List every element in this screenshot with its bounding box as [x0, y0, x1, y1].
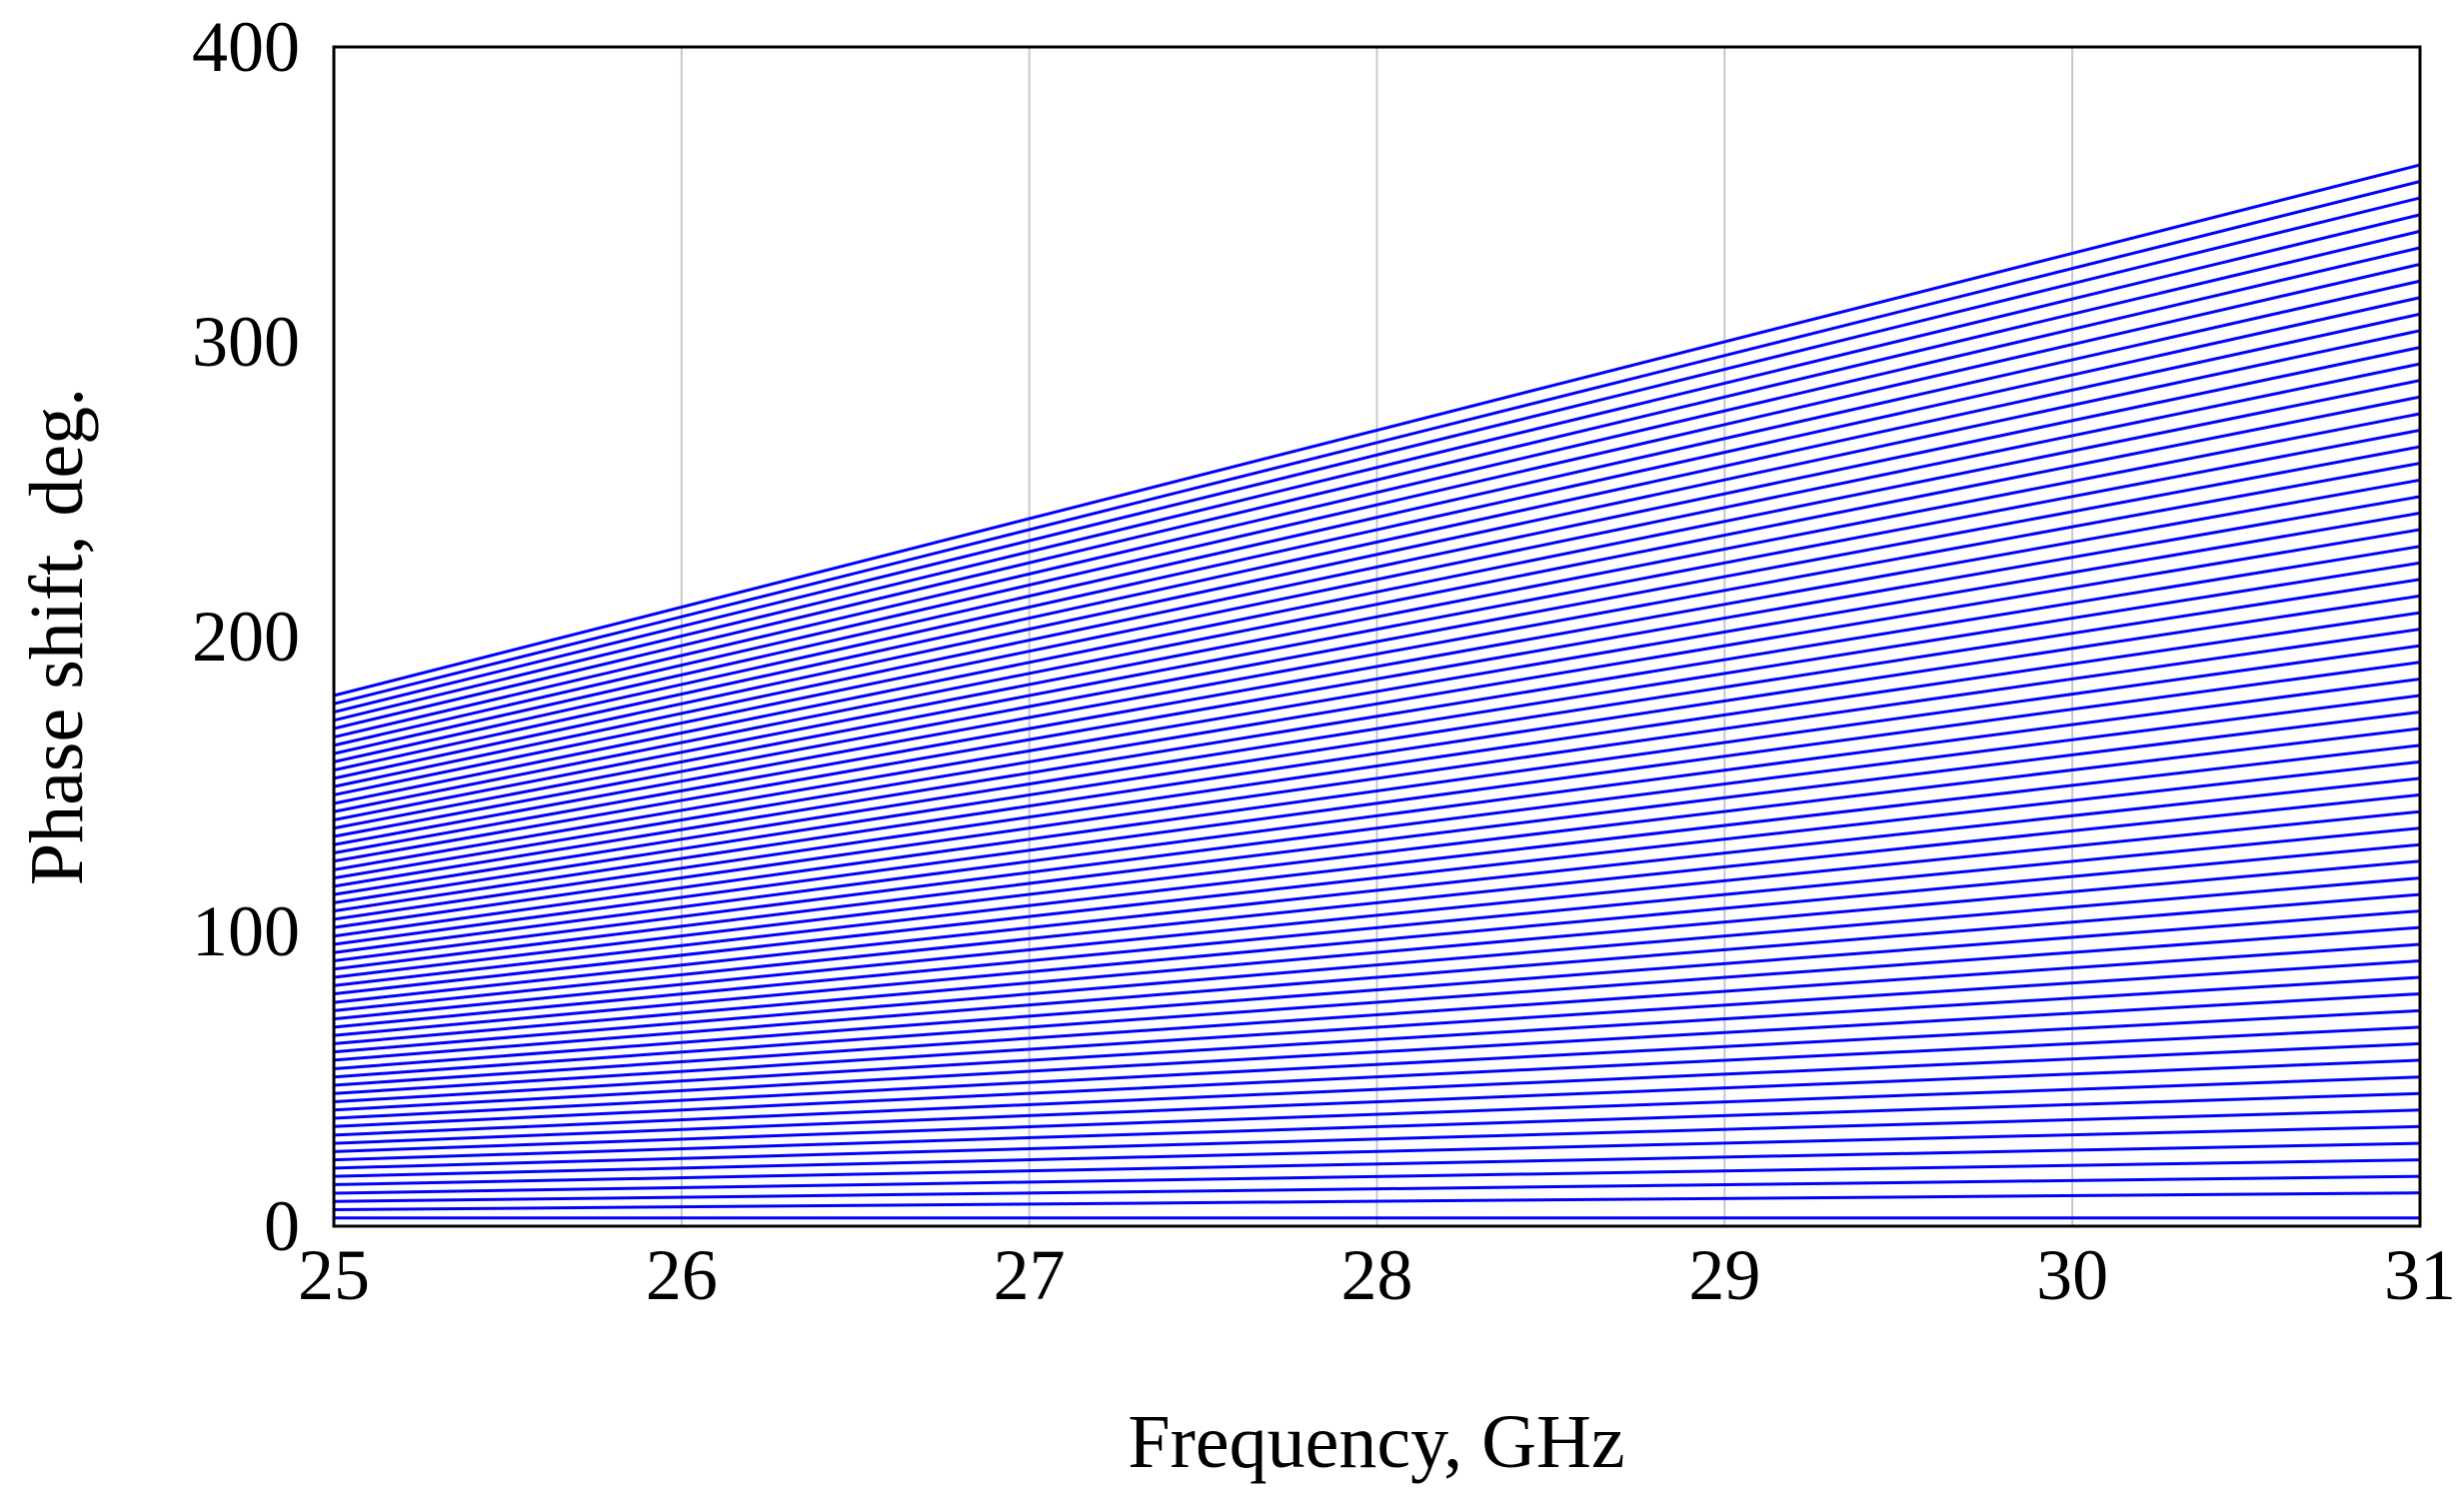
x-tick-label: 25	[298, 1235, 370, 1315]
series-line-34	[333, 661, 2421, 946]
series-line-55	[333, 312, 2421, 772]
series-line-11	[333, 1041, 2421, 1137]
y-tick-label: 100	[192, 891, 300, 971]
series-line-9	[333, 1075, 2421, 1153]
series-line-60	[333, 229, 2421, 731]
x-tick-label: 27	[994, 1235, 1066, 1315]
series-line-36	[333, 628, 2421, 929]
series-line-39	[333, 578, 2421, 904]
series-line-57	[333, 279, 2421, 755]
series-line-13	[333, 1008, 2421, 1120]
series-line-28	[333, 759, 2421, 996]
series-line-44	[333, 495, 2421, 863]
y-tick-label: 400	[192, 7, 300, 87]
series-line-62	[333, 196, 2421, 714]
y-tick-label: 200	[192, 597, 300, 677]
series-line-41	[333, 545, 2421, 888]
series-line-43	[333, 511, 2421, 871]
series-line-15	[333, 975, 2421, 1104]
plot-frame	[332, 45, 2422, 1228]
y-axis-label: Phase shift, deg.	[15, 388, 99, 885]
series-line-46	[333, 462, 2421, 846]
series-line-63	[333, 180, 2421, 706]
series-line-17	[333, 942, 2421, 1087]
series-line-19	[333, 909, 2421, 1070]
series-line-52	[333, 362, 2421, 796]
series-line-6	[333, 1124, 2421, 1178]
series-line-14	[333, 992, 2421, 1112]
series-line-20	[333, 892, 2421, 1062]
series-line-37	[333, 611, 2421, 921]
series-lines	[333, 163, 2421, 1220]
series-line-50	[333, 395, 2421, 813]
x-tick-label: 26	[646, 1235, 718, 1315]
series-line-29	[333, 744, 2421, 987]
series-line-58	[333, 262, 2421, 748]
x-tick-label: 28	[1341, 1235, 1413, 1315]
series-line-18	[333, 925, 2421, 1079]
series-line-32	[333, 694, 2421, 962]
series-line-23	[333, 842, 2421, 1037]
series-line-42	[333, 528, 2421, 880]
series-line-27	[333, 776, 2421, 1004]
series-line-7	[333, 1108, 2421, 1170]
series-line-56	[333, 296, 2421, 763]
series-line-64	[333, 163, 2421, 698]
series-line-10	[333, 1058, 2421, 1145]
series-line-3	[333, 1174, 2421, 1203]
y-tick-label: 0	[264, 1186, 300, 1266]
series-line-16	[333, 959, 2421, 1095]
series-line-53	[333, 346, 2421, 788]
series-line-61	[333, 213, 2421, 723]
series-line-8	[333, 1091, 2421, 1162]
series-line-31	[333, 711, 2421, 971]
x-axis-label: Frequency, GHz	[1128, 1400, 1624, 1484]
series-line-48	[333, 429, 2421, 830]
series-line-51	[333, 379, 2421, 805]
series-line-12	[333, 1025, 2421, 1128]
series-line-47	[333, 445, 2421, 838]
series-line-59	[333, 246, 2421, 740]
series-line-26	[333, 792, 2421, 1012]
series-line-54	[333, 329, 2421, 780]
y-tick-labels: 0 100 200 300 400	[192, 7, 300, 1266]
series-line-5	[333, 1141, 2421, 1186]
y-tick-label: 300	[192, 302, 300, 382]
series-line-24	[333, 826, 2421, 1029]
series-line-45	[333, 478, 2421, 855]
series-line-33	[333, 677, 2421, 954]
x-tick-labels: 25 26 27 28 29 30 31	[298, 1235, 2456, 1315]
series-line-22	[333, 859, 2421, 1045]
grid-lines	[680, 47, 2074, 1226]
series-line-25	[333, 809, 2421, 1021]
series-line-2	[333, 1191, 2421, 1211]
x-tick-label: 29	[1688, 1235, 1760, 1315]
x-tick-label: 31	[2384, 1235, 2456, 1315]
series-line-49	[333, 412, 2421, 821]
series-line-21	[333, 876, 2421, 1054]
x-tick-label: 30	[2036, 1235, 2108, 1315]
series-line-38	[333, 594, 2421, 913]
series-line-40	[333, 561, 2421, 896]
series-line-35	[333, 644, 2421, 938]
series-line-30	[333, 727, 2421, 979]
series-line-4	[333, 1158, 2421, 1195]
